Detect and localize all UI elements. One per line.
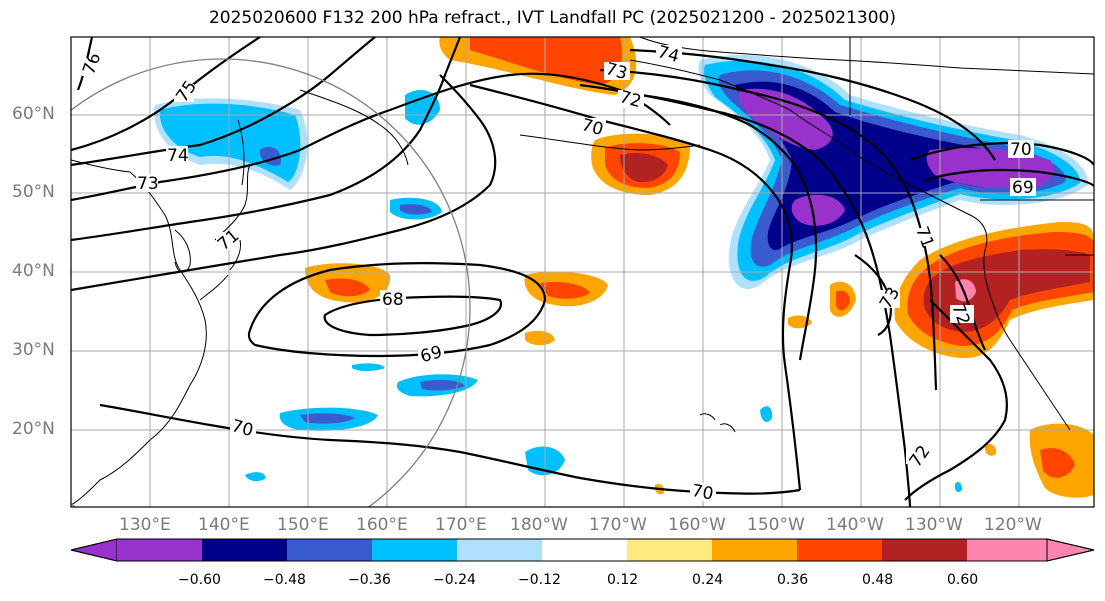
contour-69-closed bbox=[247, 262, 547, 358]
contour-label: 70 bbox=[229, 416, 255, 441]
colorbar-swatch bbox=[287, 539, 372, 561]
colorbar-max-extension bbox=[1046, 538, 1095, 562]
contour-label: 74 bbox=[655, 42, 681, 67]
colorbar-swatch bbox=[372, 539, 457, 561]
colorbar-min-extension bbox=[70, 538, 118, 562]
colorbar-tick-label: 0.12 bbox=[607, 572, 639, 588]
colorbar-tick-label: 0.60 bbox=[947, 572, 979, 588]
colorbar-tick-label: −0.24 bbox=[433, 572, 476, 588]
lon-label: 150°E bbox=[277, 515, 329, 535]
colorbar-swatch bbox=[797, 539, 882, 561]
contour-label: 73 bbox=[137, 174, 159, 194]
lon-label: 180°W bbox=[510, 515, 568, 535]
contour-label: 70 bbox=[1010, 140, 1032, 160]
lon-label: 160°E bbox=[356, 515, 408, 535]
colorbar bbox=[70, 538, 1095, 562]
colorbar-tick-label: 0.36 bbox=[777, 572, 809, 588]
aleutians bbox=[519, 134, 701, 151]
map-frame bbox=[70, 36, 1095, 508]
colorbar-swatch bbox=[457, 539, 542, 561]
contour-label: 71 bbox=[214, 226, 243, 255]
colorbar-swatch bbox=[202, 539, 287, 561]
contour-74 bbox=[71, 37, 376, 167]
lon-label: 150°W bbox=[747, 515, 805, 535]
contour-74-east bbox=[629, 48, 996, 161]
colorbar-swatch bbox=[117, 539, 202, 561]
lon-label: 140°E bbox=[198, 515, 250, 535]
lon-label: 120°W bbox=[984, 515, 1042, 535]
canada-border bbox=[849, 37, 1094, 256]
lat-label: 50°N bbox=[12, 182, 55, 202]
map-title: 2025020600 F132 200 hPa refract., IVT La… bbox=[208, 8, 896, 28]
colorbar-tick-label: −0.48 bbox=[263, 572, 306, 588]
colorbar-tick-label: −0.60 bbox=[178, 572, 221, 588]
contour-69-ne bbox=[924, 169, 1094, 187]
contour-71 bbox=[71, 74, 497, 292]
colorbar-swatch bbox=[967, 539, 1047, 561]
lat-label: 20°N bbox=[12, 419, 55, 439]
sakhalin-coast bbox=[237, 119, 245, 186]
strong-negative-core bbox=[738, 88, 833, 150]
landfall-region-circle bbox=[71, 58, 471, 507]
contour-label: 74 bbox=[167, 146, 189, 166]
hawaii-islands bbox=[699, 413, 736, 433]
asia-coast bbox=[71, 159, 207, 506]
map-plot-area: 76 75 74 73 71 68 69 70 74 73 72 70 71 bbox=[71, 37, 1094, 507]
korea-coast bbox=[174, 229, 191, 273]
colorbar-tick-label: 0.24 bbox=[692, 572, 724, 588]
lat-label: 30°N bbox=[12, 340, 55, 360]
colorbar-tick-label: −0.36 bbox=[348, 572, 391, 588]
contour-73 bbox=[71, 72, 671, 202]
contour-72-far-east bbox=[904, 299, 1008, 501]
negative-anomaly-kamchatka bbox=[405, 90, 440, 125]
alaska-coast bbox=[629, 59, 1071, 431]
kamchatka-coast bbox=[299, 89, 409, 166]
lon-label: 140°W bbox=[826, 515, 884, 535]
lon-label: 170°E bbox=[435, 515, 487, 535]
colorbar-swatch bbox=[882, 539, 967, 561]
colorbar-swatch bbox=[542, 539, 627, 561]
contour-72 bbox=[71, 37, 462, 242]
lat-label: 60°N bbox=[12, 104, 55, 124]
japan-coast bbox=[199, 164, 251, 301]
lon-label: 170°W bbox=[589, 515, 647, 535]
contour-label: 70 bbox=[690, 481, 715, 504]
contour-label: 68 bbox=[382, 290, 404, 310]
lon-label: 130°E bbox=[119, 515, 171, 535]
contour-label: 71 bbox=[911, 224, 937, 251]
contour-label: 69 bbox=[1012, 178, 1034, 198]
arctic-coast bbox=[639, 37, 1094, 75]
colorbar-swatch bbox=[712, 539, 797, 561]
lat-label: 40°N bbox=[12, 261, 55, 281]
colorbar-tick-label: −0.12 bbox=[518, 572, 561, 588]
contour-label: 70 bbox=[579, 115, 605, 140]
lon-label: 160°W bbox=[668, 515, 726, 535]
lon-label: 130°W bbox=[905, 515, 963, 535]
colorbar-tick-label: 0.48 bbox=[862, 572, 894, 588]
colorbar-swatch bbox=[627, 539, 712, 561]
contour-72-east bbox=[579, 83, 912, 507]
contour-label: 72 bbox=[617, 87, 643, 112]
